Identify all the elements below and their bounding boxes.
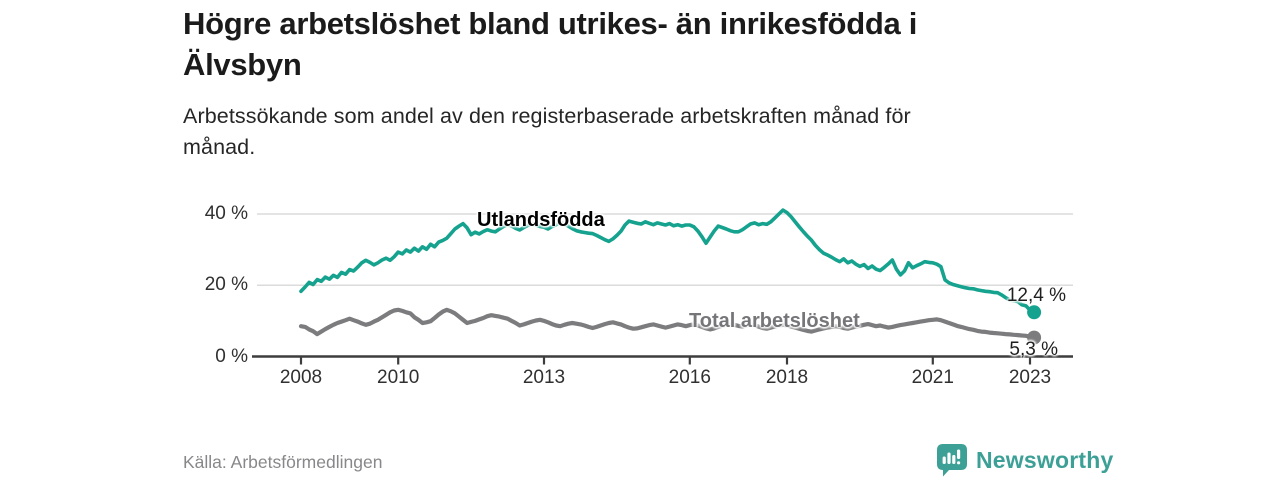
value-label-total-arbetsloshet: 5,3 %	[1009, 339, 1058, 360]
y-tick-label: 0 %	[215, 345, 248, 367]
subtitle-line1: Arbetssökande som andel av den registerb…	[183, 104, 911, 128]
x-tick-label: 2010	[377, 367, 420, 388]
x-tick-label: 2016	[668, 367, 711, 388]
subtitle-line2: månad.	[183, 135, 256, 159]
newsworthy-logo-icon	[937, 444, 967, 477]
newsworthy-logo[interactable]: Newsworthy	[936, 443, 1113, 477]
x-tick-label: 2018	[765, 367, 809, 388]
series-line-total-arbetsloshet	[298, 307, 1037, 340]
end-dot-utlandsfodda	[1027, 305, 1042, 320]
chart-subtitle: Arbetssökande som andel av den registerb…	[183, 101, 1183, 163]
x-tick-label: 2021	[911, 367, 954, 388]
y-tick-label: 20 %	[204, 274, 248, 296]
value-label-utlandsfodda: 12,4 %	[1006, 285, 1066, 306]
title-line2: Älvsbyn	[183, 47, 302, 82]
x-tick-label: 2008	[279, 367, 323, 388]
x-tick-label: 2023	[1008, 367, 1052, 388]
series-label-utlandsfodda: Utlandsfödda	[477, 209, 605, 231]
page-title: Högre arbetslöshet bland utrikes- än inr…	[183, 3, 1183, 85]
newsworthy-wordmark: Newsworthy	[976, 447, 1114, 473]
series-label-total-arbetsloshet: Total arbetslöshet	[689, 310, 860, 332]
series-layer	[298, 208, 1042, 345]
end-dot-total-arbetsloshet	[1027, 330, 1042, 345]
title-line1: Högre arbetslöshet bland utrikes- än inr…	[183, 6, 918, 41]
series-line-utlandsfodda	[299, 208, 1036, 315]
y-tick-label: 40 %	[204, 203, 248, 224]
source-credit: Källa: Arbetsförmedlingen	[183, 452, 383, 472]
x-tick-label: 2013	[522, 367, 566, 388]
grid-layer	[252, 213, 1073, 365]
